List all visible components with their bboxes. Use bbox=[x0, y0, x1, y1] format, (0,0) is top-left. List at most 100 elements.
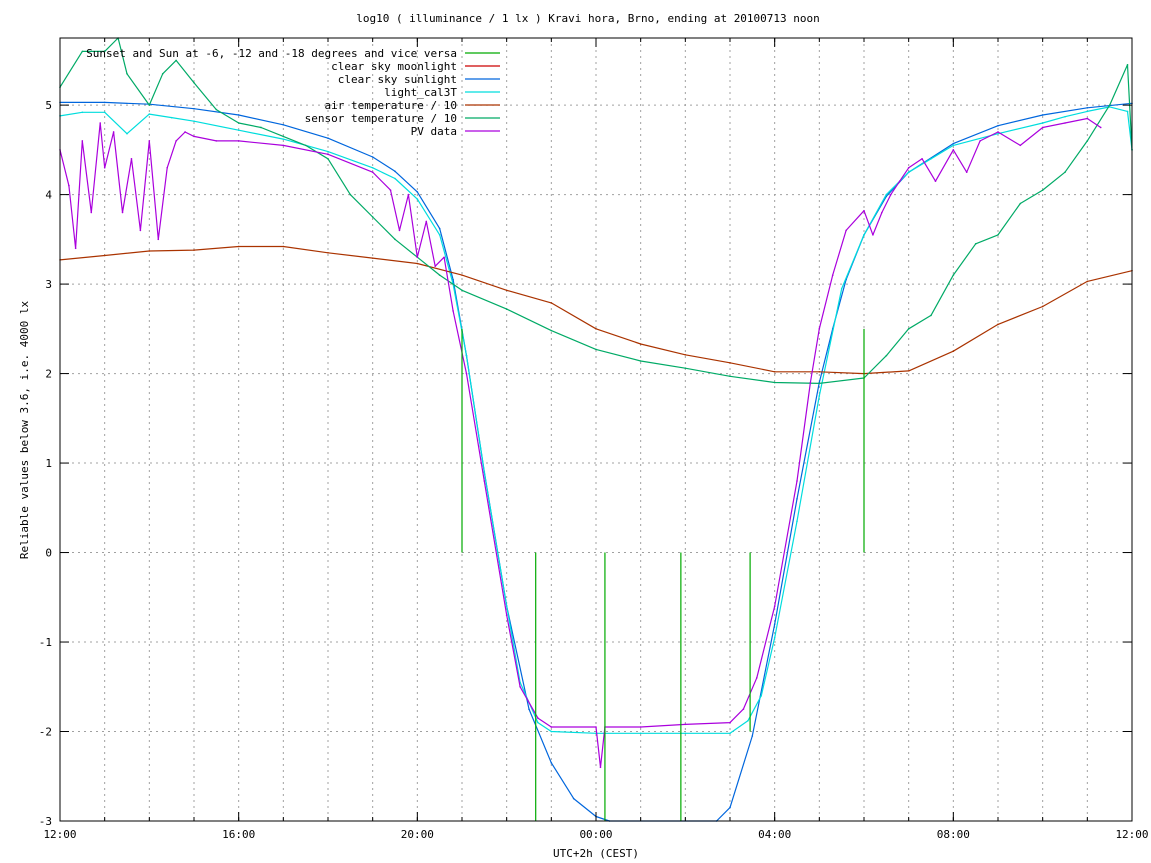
series-5-point-21 bbox=[505, 308, 508, 310]
x-tick-label-6: 12:00 bbox=[1115, 828, 1148, 841]
series-2-point-7 bbox=[371, 156, 374, 158]
series-3-point-36 bbox=[997, 132, 999, 135]
y-tick-label-2: -1 bbox=[39, 636, 52, 649]
series-2-point-21 bbox=[729, 806, 731, 809]
y-axis-label: Reliable values below 3.6, i.e. 4000 lx bbox=[18, 300, 31, 559]
series-6-point-60 bbox=[979, 140, 981, 142]
series-2-point-6 bbox=[327, 137, 329, 140]
series-6-point-12 bbox=[157, 238, 160, 241]
y-tick-label-1: -2 bbox=[39, 726, 52, 739]
series-6-point-49 bbox=[845, 229, 847, 232]
series-6-point-2 bbox=[74, 247, 77, 250]
series-2-point-8 bbox=[394, 170, 396, 173]
series-6-point-5 bbox=[99, 122, 101, 124]
series-2-point-22 bbox=[751, 735, 754, 737]
series-3-point-11 bbox=[394, 177, 396, 180]
series-2-point-24 bbox=[796, 498, 798, 500]
series-6-point-3 bbox=[81, 140, 84, 142]
series-6-point-16 bbox=[193, 135, 195, 138]
x-tick-label-0: 12:00 bbox=[43, 828, 76, 841]
series-6-point-9 bbox=[130, 158, 133, 160]
series-layer bbox=[59, 37, 1133, 822]
x-axis-tick-labels: 12:00 16:00 20:00 00:00 04:00 08:00 12:00 bbox=[43, 828, 1148, 841]
series-6-line bbox=[59, 117, 1102, 768]
series-3-point-41 bbox=[1126, 110, 1129, 113]
legend-label-4: air temperature / 10 bbox=[325, 99, 457, 112]
series-2-point-9 bbox=[416, 191, 419, 193]
series-5-point-39 bbox=[1086, 140, 1089, 142]
series-6-point-8 bbox=[121, 211, 124, 214]
series-2-point-16 bbox=[550, 762, 553, 764]
x-tick-label-3: 00:00 bbox=[579, 828, 612, 841]
series-5-point-7 bbox=[175, 59, 177, 62]
x-tick-label-5: 08:00 bbox=[937, 828, 970, 841]
series-3-point-31 bbox=[863, 234, 865, 236]
series-3-point-13 bbox=[438, 234, 441, 236]
series-3-point-35 bbox=[952, 144, 955, 147]
series-6-point-29 bbox=[452, 310, 454, 312]
y-tick-label-3: 0 bbox=[45, 547, 52, 560]
series-5-point-12 bbox=[282, 135, 285, 138]
series-6-point-25 bbox=[416, 256, 419, 259]
x-tick-label-2: 20:00 bbox=[401, 828, 434, 841]
series-6-point-56 bbox=[921, 158, 923, 160]
series-6-point-15 bbox=[184, 131, 186, 133]
series-3-point-38 bbox=[1064, 115, 1066, 118]
series-5-point-14 bbox=[327, 158, 329, 160]
series-3-point-29 bbox=[818, 395, 821, 397]
series-5-point-15 bbox=[349, 193, 352, 196]
series-4-point-20 bbox=[952, 350, 955, 353]
series-4-point-6 bbox=[327, 251, 329, 254]
y-tick-label-6: 3 bbox=[45, 278, 52, 291]
series-4-point-5 bbox=[282, 245, 285, 248]
series-5-point-30 bbox=[885, 354, 888, 357]
series-5-point-20 bbox=[461, 289, 463, 292]
series-5-point-27 bbox=[773, 381, 776, 384]
series-3-point-1 bbox=[81, 111, 84, 114]
series-6-point-22 bbox=[389, 189, 392, 191]
series-5-point-38 bbox=[1064, 171, 1066, 174]
series-4-point-10 bbox=[505, 289, 508, 292]
series-3-point-22 bbox=[639, 732, 642, 735]
series-3-point-25 bbox=[747, 719, 749, 722]
series-6-point-45 bbox=[796, 480, 798, 482]
legend-label-1: clear sky moonlight bbox=[331, 60, 457, 73]
y-tick-label-0: -3 bbox=[39, 815, 52, 828]
series-6-point-20 bbox=[327, 153, 329, 156]
series-6-point-43 bbox=[756, 677, 758, 679]
series-5-point-5 bbox=[148, 104, 151, 106]
legend-label-2: clear sky sunlight bbox=[338, 73, 457, 86]
series-5-line bbox=[59, 37, 1133, 384]
series-2-point-4 bbox=[237, 114, 240, 116]
series-3-point-8 bbox=[282, 138, 285, 140]
series-3-point-5 bbox=[170, 116, 173, 119]
series-4-point-23 bbox=[1086, 280, 1089, 283]
series-5-point-35 bbox=[997, 234, 999, 236]
series-6-point-36 bbox=[595, 726, 597, 728]
series-2-point-17 bbox=[572, 797, 575, 800]
series-4-point-7 bbox=[371, 257, 374, 259]
series-5-point-2 bbox=[103, 50, 106, 53]
series-6-point-24 bbox=[407, 193, 410, 196]
series-3-point-33 bbox=[907, 171, 910, 174]
series-6-point-58 bbox=[952, 149, 955, 151]
series-2-point-23 bbox=[773, 623, 776, 625]
series-3-point-9 bbox=[327, 150, 329, 153]
series-5-point-17 bbox=[394, 238, 396, 241]
axis-ticks bbox=[59, 38, 1133, 822]
series-4-point-19 bbox=[907, 370, 910, 372]
series-2-point-34 bbox=[1086, 106, 1089, 109]
legend-label-3: light_cal3T bbox=[384, 86, 457, 99]
series-6-point-19 bbox=[282, 144, 285, 147]
series-2-point-11 bbox=[452, 278, 454, 281]
series-4-point-15 bbox=[729, 362, 731, 364]
series-4-point-9 bbox=[461, 274, 463, 276]
series-6-point-13 bbox=[166, 166, 168, 169]
series-0 bbox=[461, 328, 865, 821]
series-6-point-33 bbox=[519, 685, 521, 688]
series-3-point-2 bbox=[103, 111, 106, 114]
series-6-point-65 bbox=[1086, 117, 1089, 120]
series-3 bbox=[59, 106, 1133, 735]
series-4-point-16 bbox=[773, 370, 776, 373]
